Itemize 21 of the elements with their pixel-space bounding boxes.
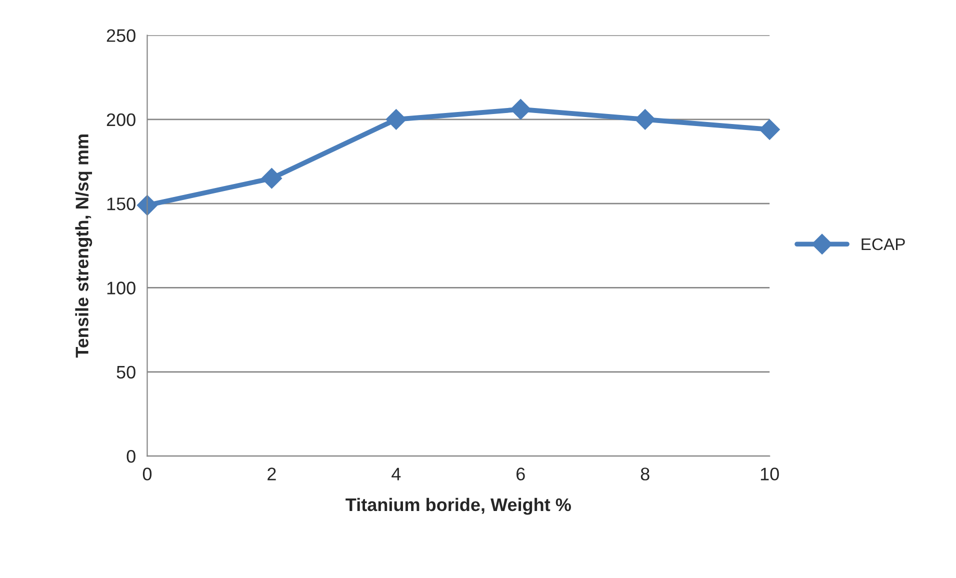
point: [136, 194, 158, 216]
y-tick-label: 50: [116, 366, 136, 379]
legend-label: ECAP: [862, 238, 905, 250]
x-axis-title: Titanium boride, Weight %: [346, 498, 571, 515]
y-tick-label: 250: [106, 29, 136, 42]
point: [386, 109, 407, 130]
point: [759, 119, 780, 140]
point: [261, 168, 282, 189]
x-tick-label: 4: [392, 468, 401, 480]
point: [510, 98, 531, 120]
y-tick-label: 200: [106, 113, 136, 126]
x-tick-label: 2: [268, 468, 276, 480]
x-tick-label: 0: [142, 468, 152, 480]
y-tick-label: 0: [126, 450, 136, 463]
x-tick-label: 6: [516, 468, 525, 480]
y-tick-label: 100: [107, 282, 136, 294]
y-axis-title: Tensile strength, N/sq mm: [75, 134, 92, 358]
point: [634, 109, 656, 130]
x-tick-label: 10: [760, 468, 779, 480]
x-tick-label: 8: [640, 468, 650, 480]
y-tick-label: 150: [107, 198, 136, 210]
